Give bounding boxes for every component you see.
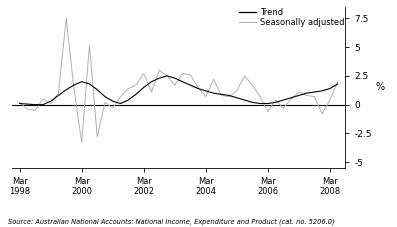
Legend: Trend, Seasonally adjusted: Trend, Seasonally adjusted	[239, 8, 345, 27]
Y-axis label: %: %	[376, 82, 385, 92]
Text: Source: Australian National Accounts: National Income, Expenditure and Product (: Source: Australian National Accounts: Na…	[8, 218, 335, 225]
